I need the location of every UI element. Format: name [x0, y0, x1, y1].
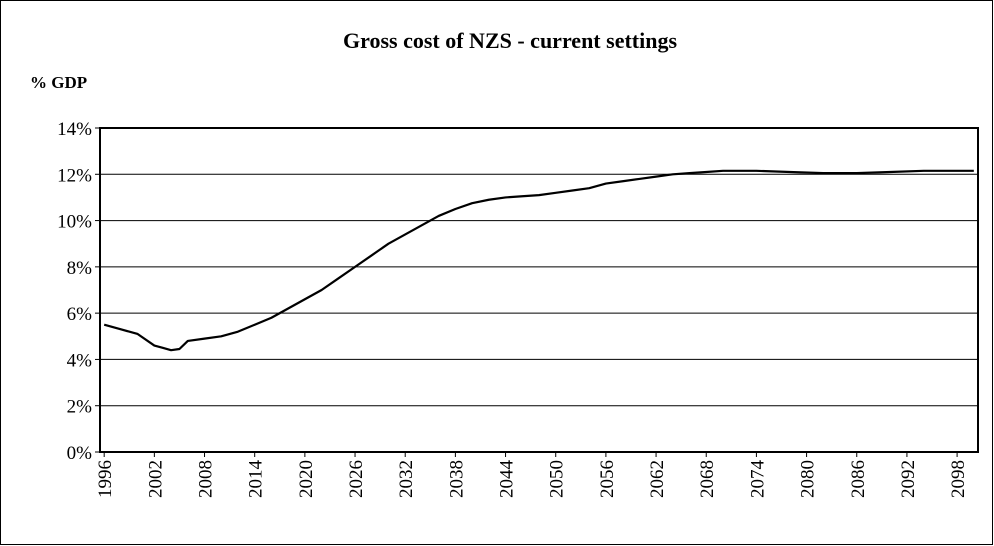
x-tick-label: 2050: [547, 460, 568, 498]
x-tick-label: 2056: [597, 460, 618, 498]
x-tick-label: 2032: [396, 460, 417, 498]
x-tick-label: 2062: [647, 460, 668, 498]
y-tick-label: 10%: [57, 212, 92, 233]
x-tick-label: 2002: [145, 460, 166, 498]
x-tick-label: 2014: [246, 460, 267, 499]
x-tick-label: 2086: [848, 460, 869, 498]
x-tick-label: 2098: [948, 460, 969, 498]
y-tick-label: 4%: [67, 350, 93, 371]
plot-area: [99, 127, 979, 453]
chart-title: Gross cost of NZS - current settings: [343, 28, 677, 53]
x-tick-label: 2038: [446, 460, 467, 498]
x-tick-label: 2068: [697, 460, 718, 498]
y-tick-label: 12%: [57, 165, 92, 186]
y-tick-label: 2%: [67, 397, 93, 418]
data-line: [103, 169, 974, 352]
y-tick-label: 8%: [67, 258, 93, 279]
y-tick-label: 0%: [67, 443, 93, 464]
x-tick-label: 2026: [346, 460, 367, 498]
y-tick-label: 14%: [57, 119, 92, 140]
x-tick-label: 2020: [296, 460, 317, 498]
y-tick-label: 6%: [67, 304, 93, 325]
x-tick-label: 2092: [898, 460, 919, 498]
x-tick-label: 2074: [747, 460, 768, 499]
x-tick-label: 1996: [95, 460, 116, 498]
x-tick-label: 2080: [798, 460, 819, 498]
x-tick-label: 2044: [497, 460, 518, 499]
x-tick-label: 2008: [196, 460, 217, 498]
y-axis-label: % GDP: [30, 73, 87, 92]
